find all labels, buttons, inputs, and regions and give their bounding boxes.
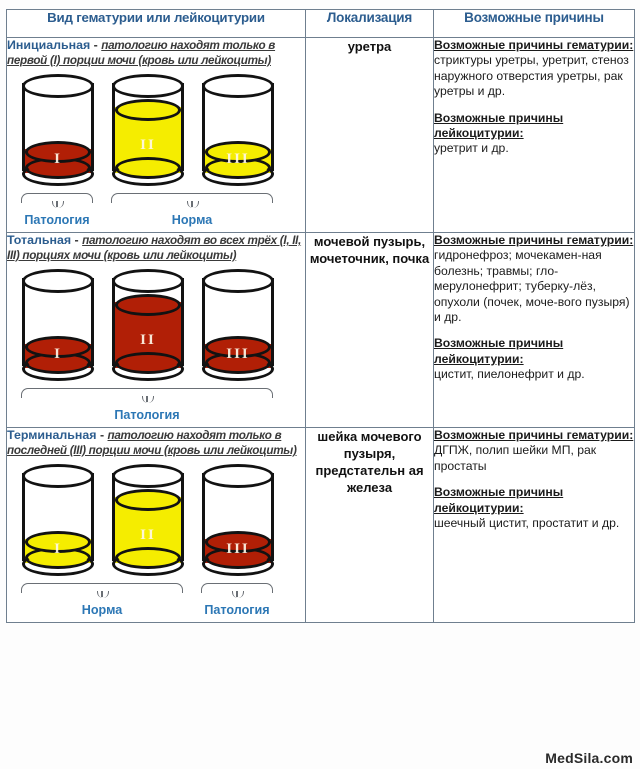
- group-brace: [21, 388, 273, 403]
- portion-mark: III: [226, 151, 250, 167]
- brace-label-group: Патология: [7, 408, 305, 427]
- cause-text: шеечный цистит, простатит и др.: [434, 516, 620, 531]
- group-label: Патология: [204, 603, 270, 617]
- header-localization: Локализация: [305, 9, 434, 38]
- hematuria-type-cell: Терминальная - патологию находят только …: [6, 427, 306, 623]
- urine-glass: II: [109, 464, 185, 576]
- table-row: Тотальная - патологию находят во всех тр…: [6, 232, 635, 428]
- glass-rim: [202, 74, 274, 98]
- portion-mark: II: [140, 332, 156, 348]
- cause-text: стриктуры уретры, уретрит, стеноз наружн…: [434, 53, 629, 99]
- cause-heading: Возможные причины лейкоцитурии:: [434, 485, 564, 515]
- group-brace: [111, 193, 273, 208]
- urine-glass: I: [19, 74, 95, 186]
- group-label: Патология: [24, 213, 90, 227]
- cause-heading: Возможные причины гематурии:: [434, 428, 634, 442]
- urine-glass: I: [19, 269, 95, 381]
- glass-wall: [22, 83, 94, 171]
- glass-series: I II III: [7, 464, 305, 582]
- table-header-row: Вид гематурии или лейкоцитурии Локализац…: [6, 9, 635, 38]
- localization-cell: шейка мочевого пузыря, предстательн ая ж…: [305, 427, 434, 623]
- portion-mark: I: [54, 541, 62, 557]
- causes-cell: Возможные причины гематурии: гидронефроз…: [433, 232, 635, 428]
- group-brace: [201, 583, 273, 598]
- type-line: Тотальная - патологию находят во всех тр…: [7, 233, 302, 262]
- localization-cell: мочевой пузырь, мочеточник, почка: [305, 232, 434, 428]
- glass-wall: [112, 278, 184, 366]
- glass-base: [112, 357, 184, 381]
- glass-rim: [112, 74, 184, 98]
- glass-rim: [22, 74, 94, 98]
- glass-wall: [202, 278, 274, 366]
- cause-text: цистит, пиелонефрит и др.: [434, 367, 585, 382]
- brace-label-group: Норма Патология: [7, 603, 305, 622]
- glass-wall: [22, 473, 94, 561]
- glass-base: [202, 552, 274, 576]
- watermark: MedSila.com: [545, 750, 633, 766]
- glass-rim: [202, 269, 274, 293]
- group-label: Патология: [114, 408, 180, 422]
- portion-mark: III: [226, 541, 250, 557]
- cause-heading: Возможные причины гематурии:: [434, 233, 634, 247]
- glass-wall: [202, 473, 274, 561]
- type-line: Терминальная - патологию находят только …: [7, 428, 297, 457]
- urine-glass: III: [199, 269, 275, 381]
- glass-series: I II III: [7, 74, 305, 192]
- localization-cell: уретра: [305, 37, 434, 233]
- group-label: Норма: [171, 213, 213, 227]
- hematuria-type-cell: Инициальная - патологию находят только в…: [6, 37, 306, 233]
- glass-base: [202, 162, 274, 186]
- urine-glass: II: [109, 74, 185, 186]
- portion-mark: III: [226, 346, 250, 362]
- cause-heading: Возможные причины гематурии:: [434, 38, 634, 52]
- glass-rim: [112, 269, 184, 293]
- hematuria-localization-table: Вид гематурии или лейкоцитурии Локализац…: [6, 9, 635, 623]
- table-row: Инициальная - патологию находят только в…: [6, 37, 635, 233]
- glass-series: I II III: [7, 269, 305, 387]
- header-causes: Возможные причины: [433, 9, 635, 38]
- brace-label-group: Патология Норма: [7, 213, 305, 232]
- glass-rim: [112, 464, 184, 488]
- urine-glass: III: [199, 74, 275, 186]
- portion-mark: II: [140, 137, 156, 153]
- causes-cell: Возможные причины гематурии: стриктуры у…: [433, 37, 635, 233]
- brace-group: [7, 583, 305, 603]
- cause-text: гидронефроз; мочекамен-ная болезнь; трав…: [434, 248, 630, 325]
- causes-cell: Возможные причины гематурии: ДГПЖ, полип…: [433, 427, 635, 623]
- group-brace: [21, 193, 93, 208]
- cause-text: уретрит и др.: [434, 141, 509, 156]
- urine-glass: III: [199, 464, 275, 576]
- urine-glass: II: [109, 269, 185, 381]
- glass-base: [112, 162, 184, 186]
- table-row: Терминальная - патологию находят только …: [6, 427, 635, 623]
- brace-group: [7, 388, 305, 408]
- group-label: Норма: [81, 603, 123, 617]
- glass-wall: [22, 278, 94, 366]
- glass-base: [22, 552, 94, 576]
- brace-group: [7, 193, 305, 213]
- hematuria-type-cell: Тотальная - патологию находят во всех тр…: [6, 232, 306, 428]
- table-body: Инициальная - патологию находят только в…: [6, 37, 635, 623]
- glass-base: [202, 357, 274, 381]
- cause-heading: Возможные причины лейкоцитурии:: [434, 110, 564, 141]
- portion-mark: I: [54, 151, 62, 167]
- urine-glass: I: [19, 464, 95, 576]
- portion-mark: I: [54, 346, 62, 362]
- group-brace: [21, 583, 183, 598]
- cause-heading: Возможные причины лейкоцитурии:: [434, 336, 564, 366]
- type-line: Инициальная - патологию находят только в…: [7, 38, 276, 67]
- glass-rim: [22, 269, 94, 293]
- glass-base: [22, 357, 94, 381]
- glass-base: [112, 552, 184, 576]
- glass-wall: [202, 83, 274, 171]
- header-type: Вид гематурии или лейкоцитурии: [6, 9, 306, 38]
- glass-rim: [202, 464, 274, 488]
- glass-base: [22, 162, 94, 186]
- glass-wall: [112, 473, 184, 561]
- glass-wall: [112, 83, 184, 171]
- cause-text: ДГПЖ, полип шейки МП, рак простаты: [434, 443, 597, 473]
- glass-rim: [22, 464, 94, 488]
- portion-mark: II: [140, 527, 156, 543]
